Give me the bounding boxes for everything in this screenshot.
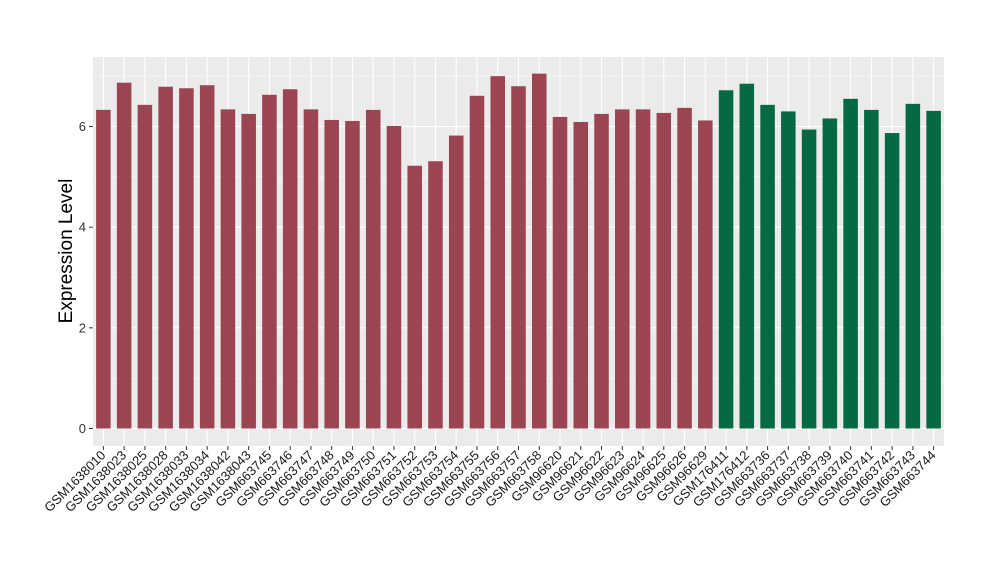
bar-GSM96624	[635, 109, 651, 429]
bar-GSM663750	[365, 109, 381, 429]
bar-GSM663742	[884, 133, 900, 429]
bar-GSM1638043	[241, 113, 256, 429]
bar-GSM663739	[822, 118, 838, 429]
y-axis: 0 2 4 6	[79, 119, 93, 436]
bar-GSM96620	[552, 116, 568, 429]
bar-GSM663745	[262, 94, 277, 429]
bar-GSM96625	[656, 112, 672, 429]
y-tick-label: 0	[79, 421, 86, 436]
bar-GSM176412	[739, 83, 755, 429]
bar-GSM663736	[760, 104, 775, 429]
bar-GSM663738	[801, 129, 817, 429]
bar-GSM663743	[905, 103, 921, 429]
bar-GSM663755	[469, 95, 485, 429]
y-tick-label: 4	[79, 220, 86, 235]
bar-GSM96622	[594, 113, 609, 429]
y-tick-label: 2	[79, 320, 86, 335]
x-axis: GSM1638010GSM1638023GSM1638025GSM1638028…	[41, 446, 939, 515]
bar-GSM663748	[324, 119, 339, 429]
bar-GSM96621	[573, 121, 589, 429]
y-tick-label: 6	[79, 119, 86, 134]
bar-GSM1638033	[179, 88, 194, 429]
bar-GSM663740	[843, 98, 858, 429]
bar-GSM1638042	[220, 109, 236, 429]
bar-GSM663737	[781, 111, 796, 429]
bar-GSM176411	[718, 90, 734, 429]
bar-GSM663751	[386, 125, 402, 429]
bar-GSM663747	[303, 109, 319, 429]
bar-GSM1638023	[116, 82, 132, 429]
bar-GSM96629	[698, 120, 713, 429]
bar-GSM663744	[926, 110, 941, 429]
bar-GSM1638010	[96, 109, 111, 429]
bar-GSM663741	[864, 109, 879, 429]
bar-GSM663754	[448, 135, 464, 429]
bar-GSM663746	[282, 89, 298, 429]
bar-GSM663757	[511, 86, 526, 429]
bar-GSM663756	[490, 76, 506, 429]
y-axis-title: Expression Level	[56, 179, 77, 324]
bar-GSM1638034	[199, 85, 215, 429]
bar-GSM1638025	[137, 104, 153, 429]
bar-GSM663758	[531, 73, 547, 429]
bars	[96, 73, 941, 429]
bar-GSM96623	[615, 109, 630, 429]
bar-GSM663752	[407, 165, 422, 429]
bar-GSM663753	[428, 161, 443, 429]
bar-GSM1638028	[158, 86, 173, 429]
bar-GSM96626	[677, 107, 692, 429]
bar-GSM663749	[345, 120, 360, 429]
